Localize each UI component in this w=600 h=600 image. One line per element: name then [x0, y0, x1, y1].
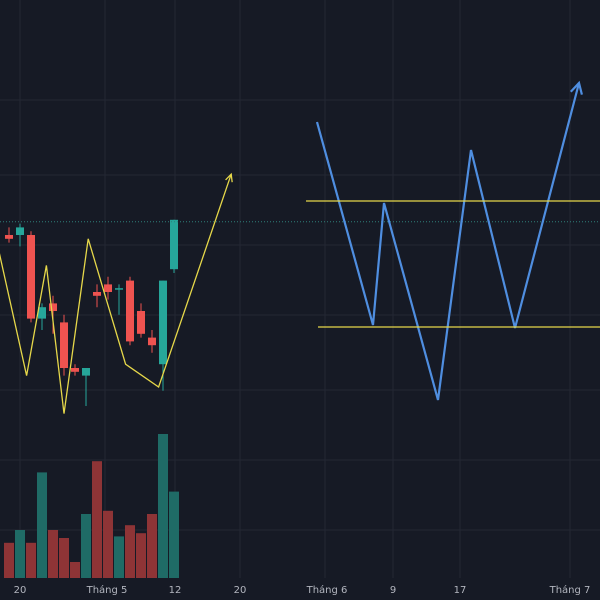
candle-body: [93, 292, 101, 296]
x-axis: 20 Tháng 5 12 20 Tháng 6 9 17 Tháng 7: [14, 584, 591, 596]
volume-bar: [81, 514, 91, 578]
volume-bar: [125, 525, 135, 578]
w-pattern-line: [315, 82, 581, 401]
zigzag-line: [0, 173, 232, 414]
candle-body: [159, 280, 167, 365]
volume-bar: [136, 533, 146, 578]
volume-bar: [4, 542, 14, 578]
candle-body: [137, 311, 145, 334]
candle-body: [27, 235, 35, 319]
x-tick-label: 9: [390, 585, 396, 596]
candle-body: [82, 368, 90, 376]
volume-bars: [4, 434, 179, 578]
volume-bar: [158, 434, 168, 578]
candle-body: [16, 227, 24, 235]
candle-body: [71, 368, 79, 372]
candle-body: [38, 307, 46, 319]
x-tick-label: Tháng 6: [306, 584, 348, 596]
x-tick-label: 17: [454, 585, 467, 596]
volume-bar: [103, 510, 113, 578]
volume-bar: [15, 530, 25, 578]
candle-body: [49, 303, 57, 311]
candle-body: [104, 284, 112, 292]
horizontal-levels: [306, 200, 600, 328]
volume-bar: [92, 461, 102, 578]
x-tick-label: Tháng 7: [549, 584, 591, 596]
grid: [0, 0, 600, 578]
volume-bar: [37, 472, 47, 578]
zigzag-arrowhead: [225, 172, 233, 183]
volume-bar: [147, 514, 157, 578]
candle-body: [60, 322, 68, 368]
candlesticks: [5, 219, 178, 406]
zigzag-drawing: [0, 172, 233, 414]
volume-bar: [70, 562, 80, 578]
candle-body: [126, 280, 134, 342]
x-tick-label: 20: [234, 585, 247, 596]
w-pattern-arrowhead: [569, 80, 583, 95]
candle-body: [5, 235, 13, 239]
x-tick-label: Tháng 5: [86, 584, 128, 596]
volume-bar: [59, 538, 69, 578]
volume-bar: [169, 491, 179, 578]
x-tick-label: 12: [169, 585, 182, 596]
volume-bar: [26, 542, 36, 578]
volume-bar: [114, 536, 124, 578]
candle-body: [115, 288, 123, 290]
w-pattern-drawing: [315, 80, 583, 401]
candle-body: [170, 219, 178, 270]
x-tick-label: 20: [14, 585, 27, 596]
volume-bar: [48, 530, 58, 578]
candle-body: [148, 337, 156, 346]
